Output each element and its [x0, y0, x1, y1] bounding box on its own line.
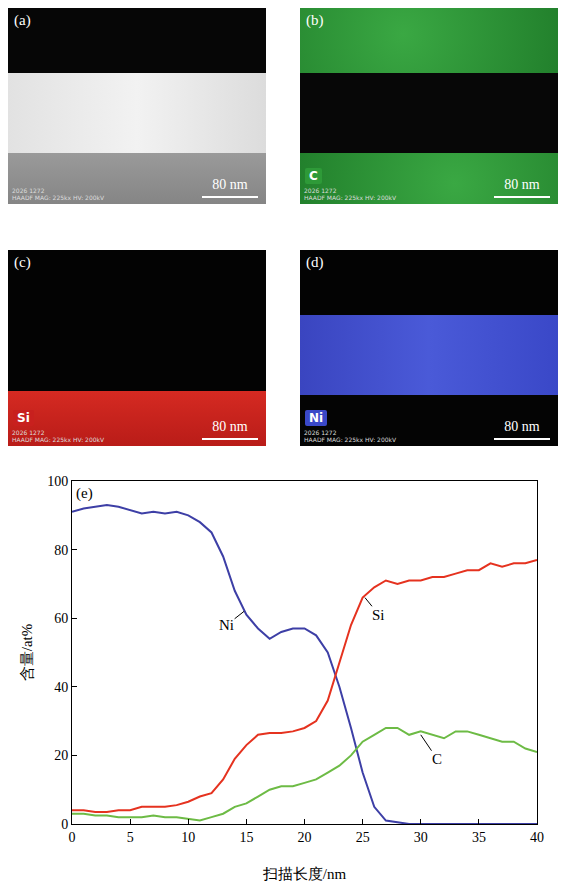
svg-text:25: 25	[356, 830, 370, 845]
svg-text:15: 15	[239, 830, 253, 845]
svg-text:0: 0	[69, 830, 76, 845]
html-text:2026 1272: 2026 1272	[12, 429, 45, 436]
svg-text:0: 0	[61, 817, 68, 832]
html-text:C: C	[309, 169, 318, 183]
svg-text:40: 40	[54, 680, 68, 695]
html-text:(a): (a)	[14, 12, 31, 28]
html-text:(d): (d)	[306, 254, 324, 270]
html-text:(b): (b)	[306, 12, 324, 28]
html-text:HAADF MAG: 225kx HV: 200kV: HAADF MAG: 225kx HV: 200kV	[304, 436, 397, 443]
html-text:(c): (c)	[14, 254, 31, 270]
svg-text:含量/at%: 含量/at%	[19, 624, 35, 682]
svg-text:30: 30	[414, 830, 428, 845]
svg-text:5: 5	[127, 830, 134, 845]
svg-text:Ni: Ni	[219, 617, 234, 633]
svg-text:20: 20	[54, 748, 68, 763]
html-text:HAADF MAG: 225kx HV: 200kV: HAADF MAG: 225kx HV: 200kV	[12, 194, 105, 201]
html-text:80 nm: 80 nm	[212, 177, 248, 192]
html-text:Si: Si	[17, 411, 30, 425]
svg-text:80: 80	[54, 543, 68, 558]
svg-text:60: 60	[54, 611, 68, 626]
svg-text:Si: Si	[372, 607, 385, 623]
html-text:80 nm: 80 nm	[212, 419, 248, 434]
html-text:Ni: Ni	[309, 411, 324, 425]
svg-text:(e): (e)	[76, 485, 93, 502]
html-text:HAADF MAG: 225kx HV: 200kV: HAADF MAG: 225kx HV: 200kV	[304, 194, 397, 201]
svg-text:40: 40	[530, 830, 544, 845]
svg-text:35: 35	[472, 830, 486, 845]
svg-text:10: 10	[181, 830, 195, 845]
html-text:HAADF MAG: 225kx HV: 200kV: HAADF MAG: 225kx HV: 200kV	[12, 436, 105, 443]
html-text:2026 1272: 2026 1272	[12, 187, 45, 194]
svg-text:C: C	[432, 751, 442, 767]
html-text:80 nm: 80 nm	[504, 177, 540, 192]
svg-text:20: 20	[298, 830, 312, 845]
html-text:80 nm: 80 nm	[504, 419, 540, 434]
html-text:2026 1272: 2026 1272	[304, 187, 337, 194]
svg-text:扫描长度/nm: 扫描长度/nm	[262, 866, 347, 882]
html-text:2026 1272: 2026 1272	[304, 429, 337, 436]
svg-text:100: 100	[47, 474, 68, 489]
